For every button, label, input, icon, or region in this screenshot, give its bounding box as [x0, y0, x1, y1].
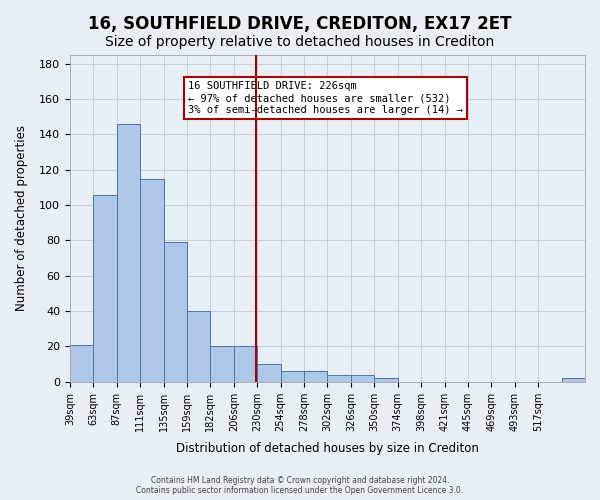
Bar	[70, 344, 94, 382]
X-axis label: Distribution of detached houses by size in Crediton: Distribution of detached houses by size …	[176, 442, 479, 455]
Bar	[562, 378, 585, 382]
Text: 16, SOUTHFIELD DRIVE, CREDITON, EX17 2ET: 16, SOUTHFIELD DRIVE, CREDITON, EX17 2ET	[88, 15, 512, 33]
Bar	[140, 178, 164, 382]
Bar	[117, 124, 140, 382]
Bar	[257, 364, 281, 382]
Bar	[234, 346, 257, 382]
Y-axis label: Number of detached properties: Number of detached properties	[15, 126, 28, 312]
Bar	[187, 311, 211, 382]
Text: Size of property relative to detached houses in Crediton: Size of property relative to detached ho…	[106, 35, 494, 49]
Bar	[328, 374, 351, 382]
Bar	[281, 371, 304, 382]
Bar	[304, 371, 328, 382]
Bar	[164, 242, 187, 382]
Bar	[374, 378, 398, 382]
Bar	[351, 374, 374, 382]
Text: Contains HM Land Registry data © Crown copyright and database right 2024.
Contai: Contains HM Land Registry data © Crown c…	[136, 476, 464, 495]
Text: 16 SOUTHFIELD DRIVE: 226sqm
← 97% of detached houses are smaller (532)
3% of sem: 16 SOUTHFIELD DRIVE: 226sqm ← 97% of det…	[188, 82, 463, 114]
Bar	[94, 194, 117, 382]
Bar	[211, 346, 234, 382]
